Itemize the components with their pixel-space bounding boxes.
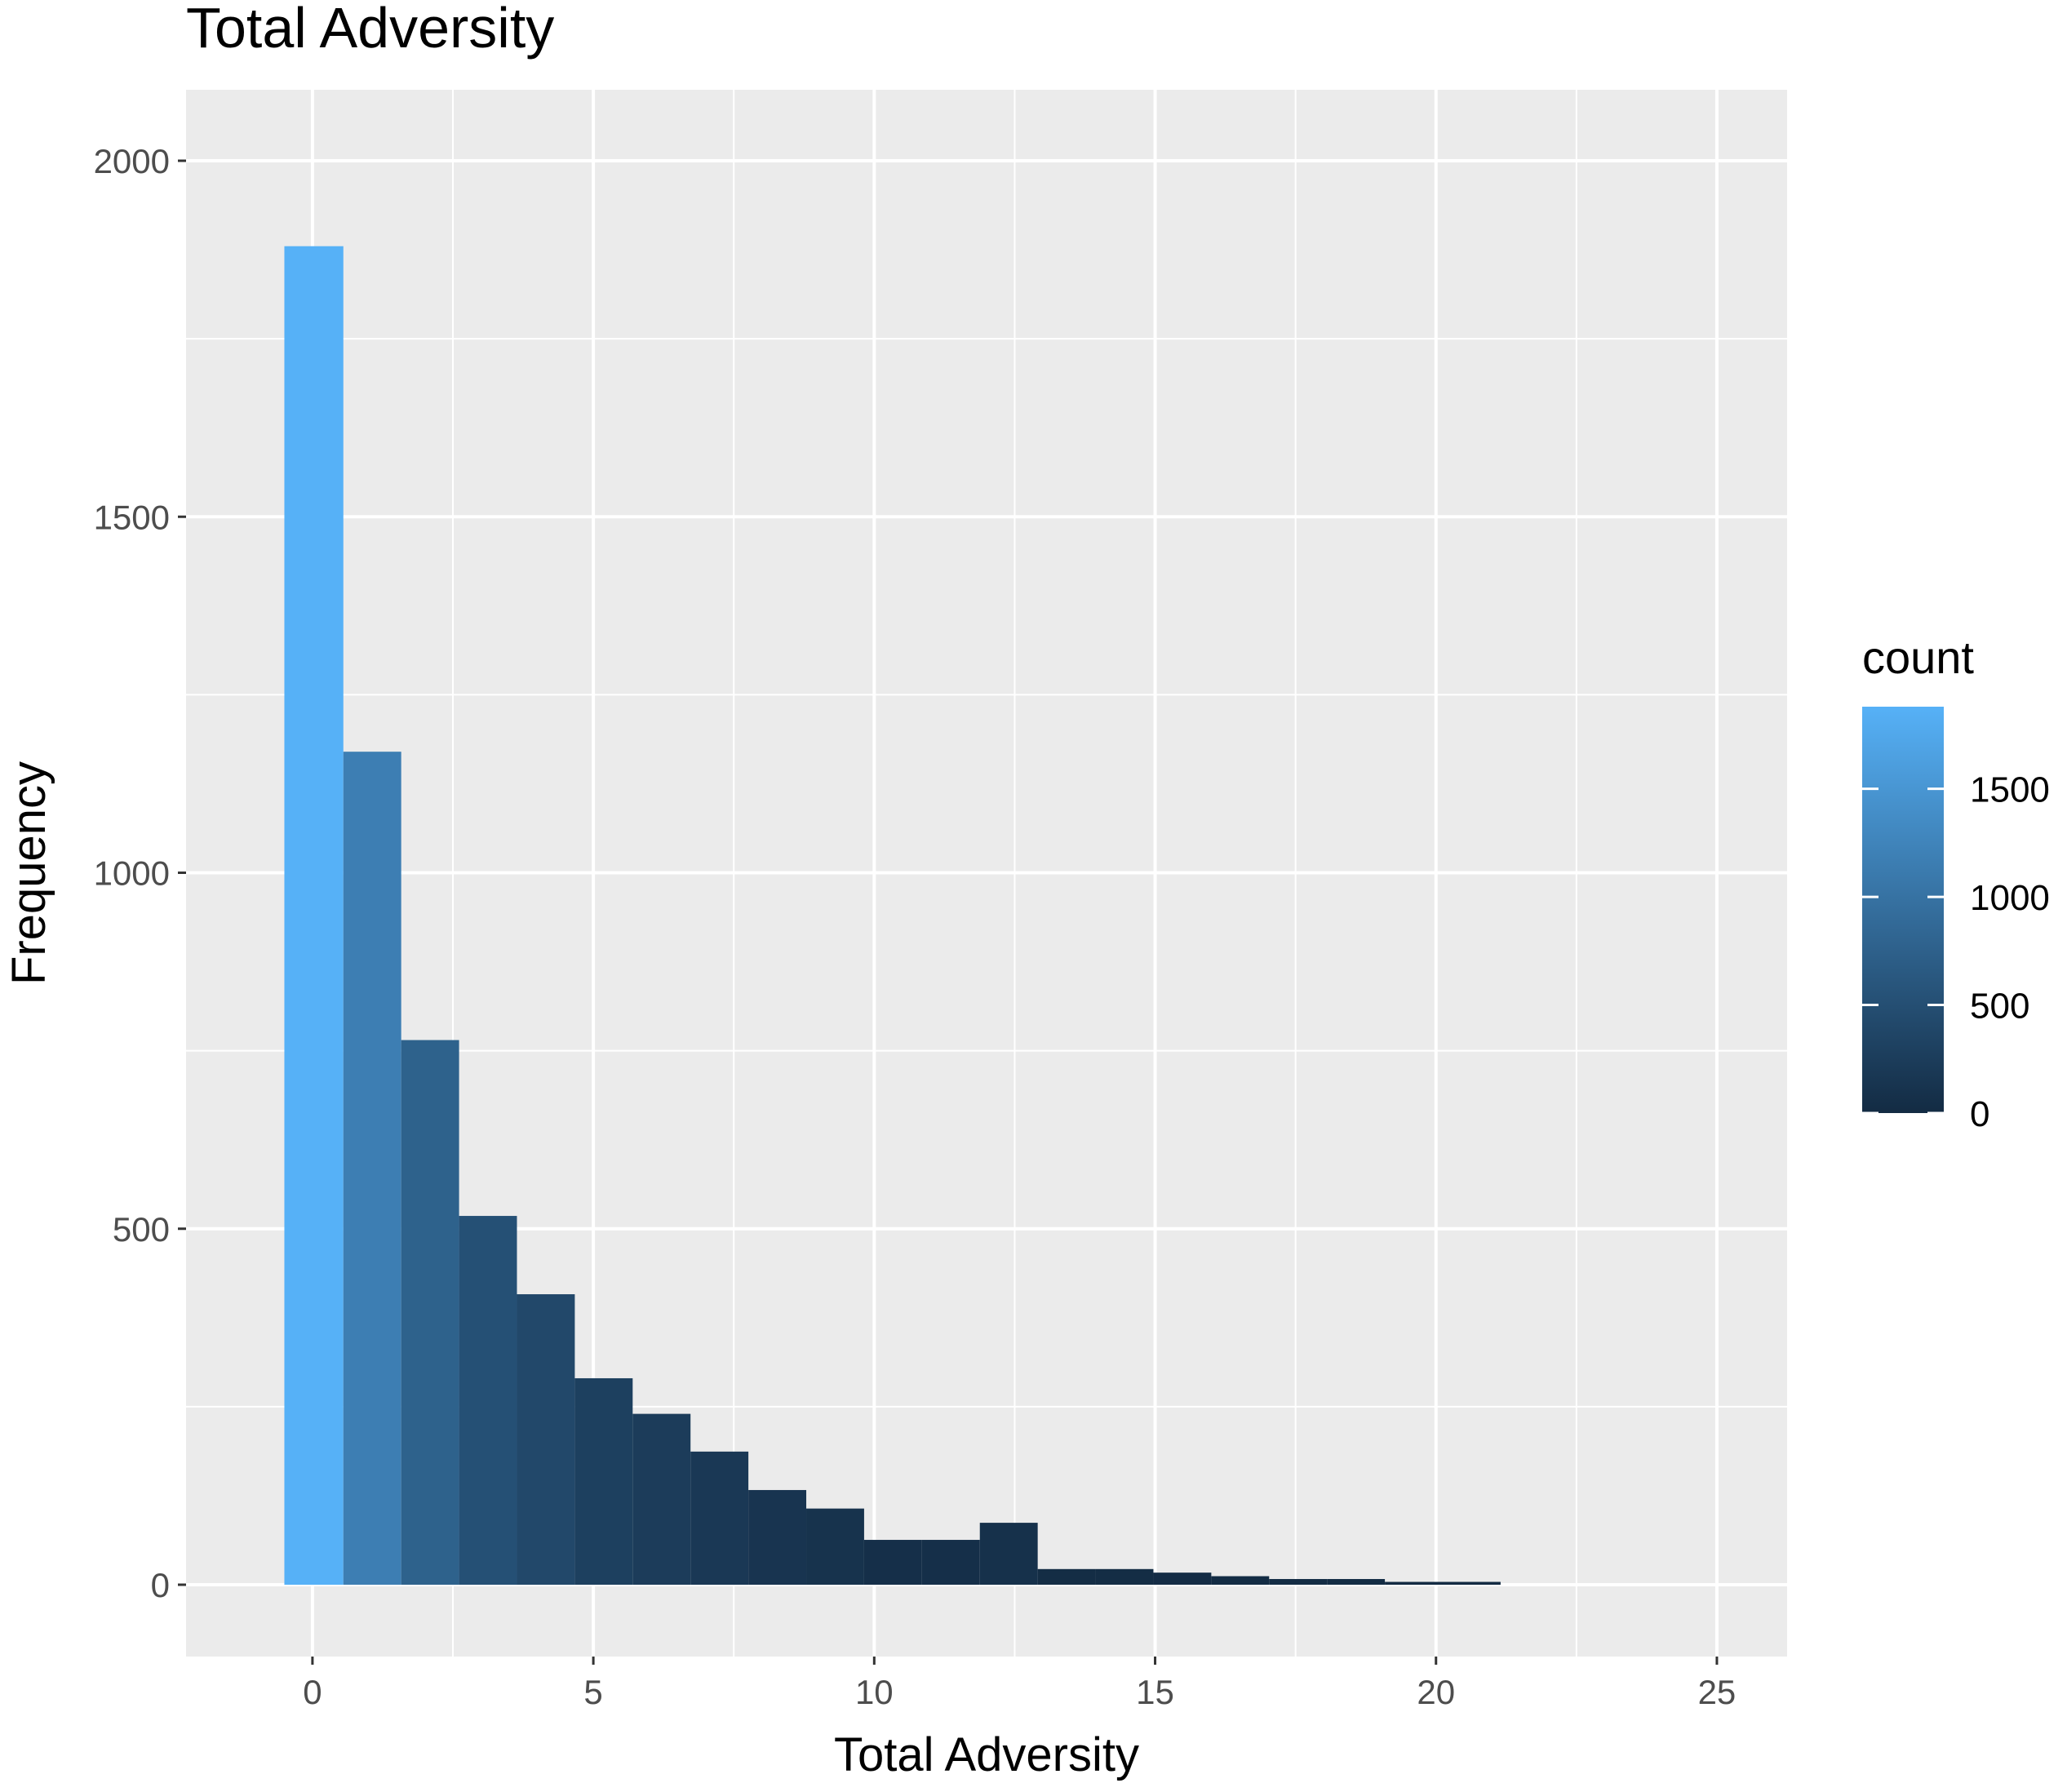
x-tick-label: 0 [303, 1673, 322, 1711]
x-tick-label: 20 [1417, 1673, 1455, 1711]
histogram-bar-0 [284, 246, 344, 1586]
legend-colorbar [1862, 707, 1944, 1113]
histogram-bar-5 [574, 1377, 633, 1585]
histogram-bar-11 [921, 1540, 980, 1585]
legend: count 0 500 1000 1500 [1862, 632, 2050, 1134]
histogram-bar-17 [1269, 1579, 1328, 1585]
histogram-bar-13 [1037, 1568, 1096, 1585]
y-axis: 0 500 1000 1500 2000 [94, 142, 186, 1604]
histogram-bar-15 [1153, 1572, 1212, 1585]
legend-tick-label: 1500 [1970, 770, 2050, 810]
histogram-bar-9 [806, 1508, 864, 1585]
x-tick-label: 5 [583, 1673, 602, 1711]
histogram-bar-16 [1211, 1576, 1270, 1585]
y-tick-label: 1000 [94, 854, 170, 893]
histogram-bar-19 [1385, 1581, 1443, 1585]
histogram-bar-6 [632, 1413, 691, 1585]
legend-ticks: 0 500 1000 1500 [1862, 770, 2050, 1134]
legend-tick-label: 1000 [1970, 878, 2050, 918]
y-tick-label: 1500 [94, 498, 170, 536]
legend-tick-label: 500 [1970, 987, 2029, 1027]
y-tick-label: 2000 [94, 142, 170, 180]
x-tick-label: 15 [1136, 1673, 1174, 1711]
histogram-bar-18 [1327, 1579, 1386, 1585]
histogram-bar-20 [1442, 1581, 1501, 1585]
y-axis-title: Frequency [2, 761, 55, 985]
histogram-bar-1 [343, 752, 401, 1585]
histogram-bar-10 [863, 1540, 922, 1585]
legend-title: count [1862, 632, 1974, 683]
y-tick-label: 500 [113, 1210, 170, 1249]
x-tick-label: 25 [1698, 1673, 1737, 1711]
histogram-bar-4 [517, 1294, 575, 1585]
x-axis-title: Total Adversity [834, 1728, 1139, 1781]
histogram-bar-7 [690, 1451, 749, 1585]
legend-tick-label: 0 [1970, 1094, 1989, 1134]
histogram-bar-12 [979, 1523, 1038, 1585]
y-tick-label: 0 [151, 1566, 170, 1604]
x-tick-label: 10 [855, 1673, 894, 1711]
x-axis: 0 5 10 15 20 25 [303, 1657, 1736, 1711]
chart-title: Total Adversity [186, 0, 554, 60]
histogram-bar-8 [748, 1489, 807, 1585]
histogram-bars [284, 246, 1501, 1586]
histogram-bar-2 [401, 1040, 459, 1585]
histogram-bar-14 [1095, 1568, 1154, 1585]
histogram-bar-3 [459, 1216, 517, 1585]
